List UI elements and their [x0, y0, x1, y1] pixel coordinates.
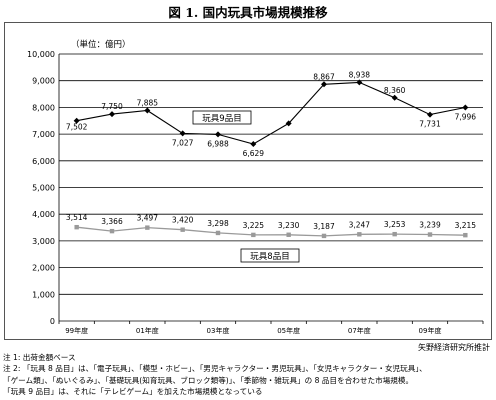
- data-label: 7,996: [455, 113, 477, 122]
- series-label-box: [240, 248, 300, 263]
- note-line: 「ゲーム類」、「ぬいぐるみ」、「基礎玩具(知育玩具、ブロック類等)」、「季節物・…: [3, 375, 414, 385]
- data-label: 6,988: [207, 139, 229, 148]
- y-tick-label: 9,000: [32, 77, 55, 86]
- data-label: 3,298: [207, 219, 229, 228]
- data-point: [215, 230, 221, 236]
- data-point: [427, 111, 433, 118]
- x-tick-label: 07年度: [348, 326, 371, 335]
- data-point: [285, 120, 292, 127]
- y-tick-label: 7,000: [32, 130, 55, 139]
- x-tick-label: 09年度: [419, 326, 442, 335]
- data-point: [145, 225, 150, 230]
- data-label: 3,247: [349, 220, 371, 229]
- y-tick-label: 1,000: [32, 290, 55, 299]
- data-point: [321, 81, 327, 88]
- data-label: 3,239: [419, 221, 441, 230]
- data-point: [356, 79, 363, 86]
- data-point: [109, 228, 115, 234]
- data-point: [180, 227, 185, 232]
- y-tick-label: 8,000: [32, 103, 55, 112]
- data-label: 3,366: [101, 217, 123, 226]
- data-label: 3,514: [66, 213, 88, 222]
- data-label: 3,187: [313, 222, 335, 231]
- y-tick-label: 2,000: [32, 264, 55, 273]
- data-point: [74, 224, 79, 230]
- data-point: [392, 231, 397, 237]
- data-label: 8,867: [313, 72, 335, 81]
- x-tick-label: 05年度: [277, 326, 300, 335]
- y-tick-label: 3,000: [32, 237, 55, 246]
- y-tick-label: 4,000: [32, 210, 55, 219]
- x-tick-label: 01年度: [136, 326, 159, 335]
- series-label-box: [192, 110, 252, 125]
- data-point: [250, 141, 257, 148]
- unit-label: （単位：億円）: [71, 39, 131, 50]
- data-label: 3,497: [137, 214, 159, 223]
- y-tick-label: 10,000: [27, 50, 55, 59]
- data-point: [251, 232, 256, 238]
- data-point: [109, 111, 115, 118]
- data-label: 8,938: [349, 70, 371, 79]
- chart-frame: 0 1,000 2,000 3,000 4,000 5,000 6,000 7,000 8,00…: [4, 22, 492, 340]
- series-line: [76, 226, 466, 237]
- data-label: 8,360: [384, 86, 406, 95]
- line-chart: 0 1,000 2,000 3,000 4,000 5,000 6,000 7,000 8,00…: [27, 39, 484, 335]
- data-label: 3,230: [278, 221, 300, 230]
- notes: 注 1: 出荷金額ベース 注 2: 「玩具 8 品目」は、「電子玩具」、「模型・…: [3, 352, 427, 398]
- note-line: 注 1: 出荷金額ベース: [3, 353, 76, 362]
- series-line: [76, 81, 466, 145]
- data-point: [463, 232, 468, 238]
- figure-title: 図 1. 国内玩具市場規模推移: [168, 5, 328, 20]
- x-tick-label: 99年度: [65, 326, 88, 335]
- data-label: 7,731: [419, 120, 441, 129]
- data-label: 7,885: [137, 98, 159, 107]
- data-point: [179, 130, 186, 137]
- data-point: [357, 232, 362, 237]
- data-point: [144, 107, 151, 114]
- note-line: 注 2: 「玩具 8 品目」は、「電子玩具」、「模型・ホビー」、「男児キャラクタ…: [3, 364, 427, 374]
- data-point: [215, 131, 221, 138]
- data-point: [73, 117, 80, 124]
- source-credit: 矢野経済研究所推計: [418, 343, 490, 352]
- data-label: 7,502: [66, 123, 88, 132]
- data-point: [462, 104, 469, 111]
- data-label: 3,253: [384, 220, 406, 229]
- data-point: [321, 233, 327, 239]
- y-tick-label: 5,000: [32, 184, 55, 193]
- note-line: 「玩具 9 品目」は、それに「テレビゲーム」を加えた市場規模となっている: [3, 387, 263, 397]
- data-point: [391, 94, 398, 101]
- data-label: 6,629: [243, 149, 265, 158]
- data-label: 7,750: [101, 102, 123, 111]
- y-tick-label: 6,000: [32, 157, 55, 166]
- series-label: 玩具8品目: [250, 252, 289, 262]
- data-label: 7,027: [172, 138, 194, 147]
- data-label: 3,215: [455, 221, 477, 230]
- series-label: 玩具9品目: [202, 114, 241, 124]
- data-label: 3,225: [243, 221, 265, 230]
- x-tick-label: 03年度: [207, 326, 230, 335]
- data-point: [286, 232, 291, 237]
- data-point: [427, 232, 433, 237]
- y-tick-label: 0: [50, 317, 55, 326]
- data-label: 3,420: [172, 216, 194, 225]
